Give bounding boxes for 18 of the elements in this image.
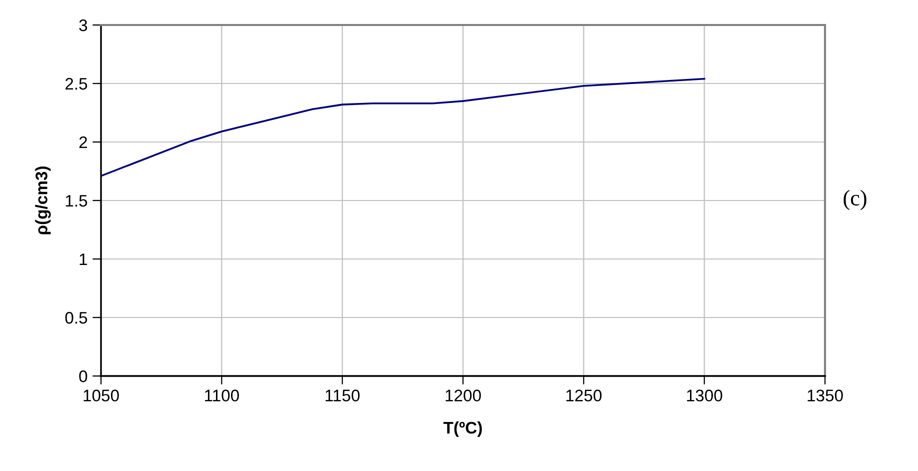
x-tick-label: 1100 <box>205 390 239 402</box>
y-tick-label: 1 <box>80 254 87 266</box>
y-tick-label: 0 <box>79 370 88 382</box>
x-tick-label: 1150 <box>326 390 360 402</box>
y-tick-label: 2 <box>79 136 87 148</box>
y-tick-label: 3 <box>79 19 88 32</box>
y-tick-label: 1.5 <box>66 195 88 207</box>
x-tick-label: 1350 <box>808 390 843 402</box>
line-series <box>101 78 706 177</box>
text: (c) <box>844 190 866 210</box>
x-tick-label: 1300 <box>687 390 722 402</box>
x-tick-label: 1250 <box>566 390 602 402</box>
y-tick-label: 0.5 <box>65 312 88 324</box>
x-axis-title: T(ºC) <box>443 421 482 437</box>
y-tick-label: 2.5 <box>65 78 88 90</box>
x-tick-label: 1050 <box>84 390 119 402</box>
y-axis-title: ρ(g/cm3) <box>35 166 51 234</box>
x-tick-label: 1200 <box>446 390 481 402</box>
